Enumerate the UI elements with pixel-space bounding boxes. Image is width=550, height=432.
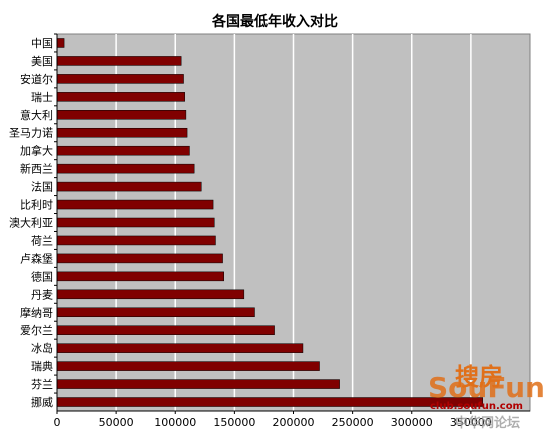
bar bbox=[56, 127, 188, 138]
x-tick-label: 350000 bbox=[450, 416, 492, 429]
bar bbox=[56, 199, 214, 210]
watermark: 搜房 SouFun club.soufun.com 中华网论坛 bbox=[428, 363, 545, 431]
bar bbox=[56, 145, 190, 156]
category-label: 荷兰 bbox=[31, 234, 53, 247]
category-label: 芬兰 bbox=[31, 378, 53, 391]
category-label: 意大利 bbox=[20, 108, 53, 122]
bar bbox=[56, 325, 275, 335]
x-tick-label: 100000 bbox=[154, 416, 196, 429]
x-tick-label: 250000 bbox=[332, 416, 374, 429]
x-tick-label: 150000 bbox=[213, 416, 255, 429]
bar bbox=[56, 217, 215, 228]
category-label: 丹麦 bbox=[31, 288, 53, 301]
watermark-bottom: 中华网论坛 bbox=[455, 415, 520, 431]
category-labels: 中国美国安道尔瑞士意大利圣马力诺加拿大新西兰法国比利时澳大利亚荷兰卢森堡德国丹麦… bbox=[9, 33, 57, 409]
x-tick-label: 0 bbox=[54, 416, 61, 429]
x-tick-label: 50000 bbox=[99, 416, 134, 429]
x-tick-labels: 0 50000 100000 150000 200000 250000 300000 3500… bbox=[54, 411, 492, 429]
category-label: 美国 bbox=[31, 55, 53, 68]
bar bbox=[56, 361, 320, 371]
bar bbox=[56, 181, 202, 192]
bar bbox=[56, 343, 304, 353]
bar bbox=[56, 271, 224, 282]
bar bbox=[56, 92, 185, 102]
category-label: 圣马力诺 bbox=[9, 127, 53, 140]
bar bbox=[56, 110, 187, 120]
watermark-url: club.soufun.com bbox=[430, 401, 523, 412]
category-label: 瑞典 bbox=[31, 359, 53, 373]
chart-title: 各国最低年收入对比 bbox=[211, 13, 338, 30]
bars bbox=[56, 38, 483, 407]
category-label: 德国 bbox=[31, 269, 53, 283]
bar bbox=[56, 74, 184, 84]
category-label: 爱尔兰 bbox=[20, 324, 53, 337]
bar bbox=[56, 56, 182, 66]
category-label: 新西兰 bbox=[20, 162, 53, 176]
bar bbox=[56, 397, 483, 407]
watermark-top: 搜房 bbox=[455, 363, 503, 391]
category-label: 中国 bbox=[31, 37, 53, 50]
bar bbox=[56, 38, 65, 48]
category-label: 比利时 bbox=[20, 199, 53, 212]
category-label: 法国 bbox=[31, 180, 53, 194]
category-label: 瑞士 bbox=[31, 90, 53, 104]
category-label: 澳大利亚 bbox=[9, 216, 53, 230]
category-label: 挪威 bbox=[31, 395, 53, 409]
x-tick-label: 300000 bbox=[391, 416, 433, 429]
bar bbox=[56, 235, 216, 246]
category-label: 加拿大 bbox=[20, 144, 53, 158]
category-label: 卢森堡 bbox=[20, 251, 53, 265]
bar bbox=[56, 253, 223, 264]
bar bbox=[56, 289, 245, 300]
x-tick-label: 200000 bbox=[273, 416, 315, 429]
category-label: 安道尔 bbox=[20, 72, 53, 86]
category-label: 冰岛 bbox=[31, 341, 53, 355]
watermark-brand: SouFun bbox=[428, 371, 545, 404]
bar bbox=[56, 163, 195, 174]
bar bbox=[56, 379, 340, 389]
category-label: 摩纳哥 bbox=[20, 305, 53, 319]
bar bbox=[56, 307, 255, 318]
